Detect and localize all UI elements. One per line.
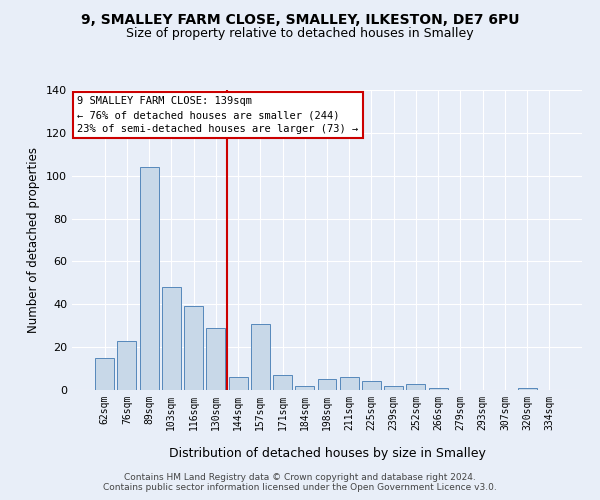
- Bar: [184, 306, 203, 390]
- Bar: [251, 324, 270, 390]
- Bar: [273, 375, 292, 390]
- Bar: [295, 386, 314, 390]
- Bar: [429, 388, 448, 390]
- Bar: [140, 167, 158, 390]
- Bar: [162, 287, 181, 390]
- Bar: [206, 328, 225, 390]
- Bar: [362, 382, 381, 390]
- Bar: [118, 340, 136, 390]
- Bar: [406, 384, 425, 390]
- Bar: [518, 388, 536, 390]
- Bar: [229, 377, 248, 390]
- Text: 9, SMALLEY FARM CLOSE, SMALLEY, ILKESTON, DE7 6PU: 9, SMALLEY FARM CLOSE, SMALLEY, ILKESTON…: [81, 12, 519, 26]
- Bar: [384, 386, 403, 390]
- Text: 9 SMALLEY FARM CLOSE: 139sqm
← 76% of detached houses are smaller (244)
23% of s: 9 SMALLEY FARM CLOSE: 139sqm ← 76% of de…: [77, 96, 358, 134]
- Bar: [340, 377, 359, 390]
- Y-axis label: Number of detached properties: Number of detached properties: [28, 147, 40, 333]
- Text: Contains HM Land Registry data © Crown copyright and database right 2024.
Contai: Contains HM Land Registry data © Crown c…: [103, 473, 497, 492]
- Bar: [317, 380, 337, 390]
- Text: Distribution of detached houses by size in Smalley: Distribution of detached houses by size …: [169, 448, 485, 460]
- Bar: [95, 358, 114, 390]
- Text: Size of property relative to detached houses in Smalley: Size of property relative to detached ho…: [126, 28, 474, 40]
